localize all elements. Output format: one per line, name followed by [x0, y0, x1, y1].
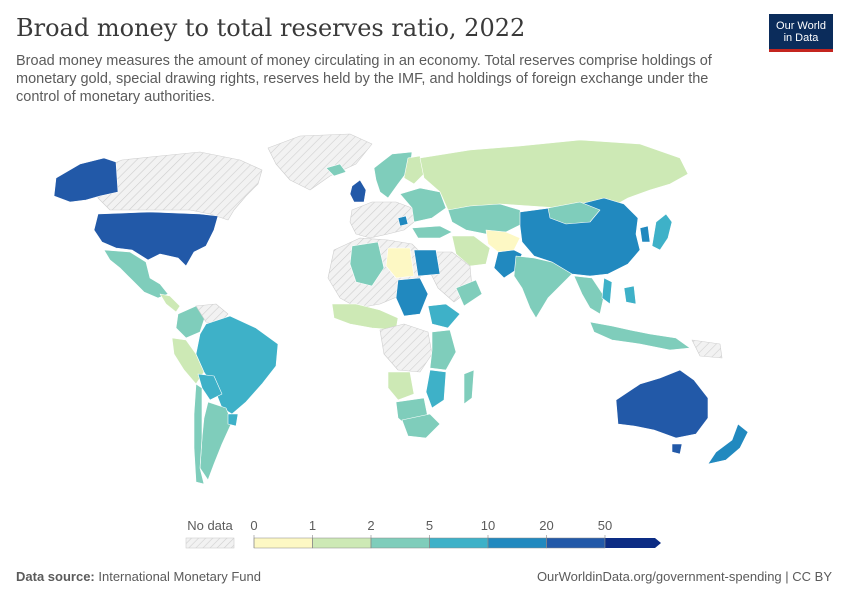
country-norway-sweden[interactable] [373, 151, 413, 199]
country-kazakhstan[interactable] [447, 203, 523, 235]
legend-bin-4[interactable] [487, 537, 547, 549]
country-mozambique[interactable] [425, 369, 447, 409]
legend-no-data-swatch [185, 537, 235, 549]
map-countries [53, 133, 749, 485]
country-south-africa[interactable] [401, 413, 441, 439]
country-philippines[interactable] [623, 285, 637, 305]
legend-bin-0[interactable] [253, 537, 313, 549]
map-legend: No data 0 1 2 5 10 20 50 [185, 518, 661, 549]
country-vietnam[interactable] [601, 277, 613, 305]
legend-bin-1[interactable] [312, 537, 372, 549]
country-united-states[interactable] [93, 211, 219, 267]
country-united-kingdom[interactable] [349, 179, 367, 203]
footer-url[interactable]: OurWorldinData.org/government-spending |… [536, 569, 832, 584]
legend-bin-6[interactable] [605, 538, 661, 548]
region-oman-yemen[interactable] [455, 279, 483, 307]
source-value[interactable]: International Monetary Fund [98, 569, 261, 584]
country-algeria[interactable] [349, 241, 385, 287]
legend-no-data-label: No data [187, 518, 233, 533]
region-central-america[interactable] [159, 293, 181, 313]
country-angola[interactable] [387, 371, 415, 401]
country-turkey[interactable] [411, 225, 453, 239]
chart-title: Broad money to total reserves ratio, 202… [16, 14, 526, 42]
legend-tick-label: 2 [367, 518, 374, 533]
owid-logo[interactable]: Our World in Data [769, 14, 833, 52]
legend-bin-5[interactable] [546, 537, 606, 549]
country-madagascar[interactable] [463, 369, 475, 405]
country-argentina[interactable] [199, 401, 233, 481]
footer-source: Data source: International Monetary Fund [16, 569, 261, 584]
region-central-africa[interactable] [379, 323, 433, 373]
legend-tick-label: 1 [309, 518, 316, 533]
country-ethiopia[interactable] [427, 303, 461, 329]
region-western-europe[interactable] [349, 201, 415, 239]
chart-subtitle: Broad money measures the amount of money… [16, 53, 712, 105]
country-brazil[interactable] [195, 315, 279, 415]
country-bolivia[interactable] [197, 373, 223, 401]
country-japan[interactable] [651, 213, 673, 251]
country-iran[interactable] [451, 235, 491, 267]
country-mongolia[interactable] [547, 201, 601, 225]
logo-line-2: in Data [783, 32, 819, 44]
country-chile[interactable] [193, 383, 205, 485]
world-map [53, 133, 749, 485]
country-indonesia[interactable] [589, 321, 691, 351]
country-australia[interactable] [615, 369, 709, 439]
legend-tick-label: 50 [598, 518, 612, 533]
country-egypt[interactable] [413, 249, 441, 277]
country-greenland[interactable] [267, 133, 373, 191]
region-eastern-europe[interactable] [399, 187, 447, 223]
country-afghanistan[interactable] [485, 229, 521, 253]
country-papua[interactable] [691, 339, 723, 359]
country-korea[interactable] [639, 225, 651, 243]
country-canada[interactable] [97, 151, 263, 221]
country-russia[interactable] [419, 139, 689, 213]
source-label: Data source: [16, 569, 95, 584]
country-iceland[interactable] [325, 163, 347, 177]
country-tasmania[interactable] [671, 443, 683, 455]
country-libya[interactable] [385, 247, 415, 279]
legend-tick-label: 20 [539, 518, 553, 533]
legend-bin-3[interactable] [429, 537, 489, 549]
legend-tick-label: 10 [481, 518, 495, 533]
legend-tick-label: 5 [426, 518, 433, 533]
country-sudan[interactable] [395, 277, 429, 317]
country-uruguay[interactable] [227, 413, 239, 427]
legend-tick-label: 0 [250, 518, 257, 533]
region-west-africa[interactable] [331, 303, 399, 331]
country-new-zealand[interactable] [707, 423, 749, 465]
country-alaska[interactable] [53, 157, 119, 203]
legend-bin-2[interactable] [370, 537, 430, 549]
country-kenya-tanzania[interactable] [429, 329, 457, 371]
logo-line-1: Our World [776, 20, 826, 32]
country-serbia[interactable] [397, 215, 409, 227]
country-finland[interactable] [403, 155, 425, 185]
region-southeast-asia[interactable] [573, 275, 605, 315]
country-mexico[interactable] [103, 249, 169, 299]
